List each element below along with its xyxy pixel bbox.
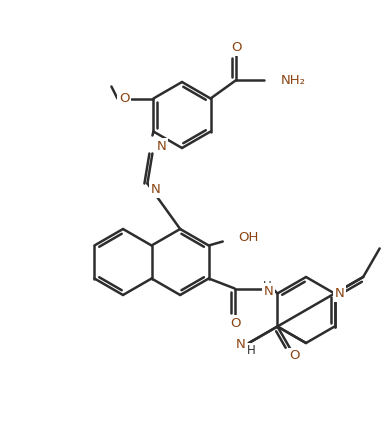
Text: N: N — [151, 183, 160, 196]
Text: N: N — [236, 338, 246, 351]
Text: H: H — [246, 345, 255, 358]
Text: N: N — [156, 140, 166, 153]
Text: H: H — [263, 280, 272, 293]
Text: O: O — [289, 350, 300, 363]
Text: O: O — [119, 92, 130, 105]
Text: N: N — [335, 287, 345, 300]
Text: O: O — [230, 317, 241, 330]
Text: N: N — [264, 285, 274, 298]
Text: O: O — [231, 41, 242, 54]
Text: OH: OH — [239, 231, 259, 244]
Text: NH₂: NH₂ — [281, 74, 306, 87]
